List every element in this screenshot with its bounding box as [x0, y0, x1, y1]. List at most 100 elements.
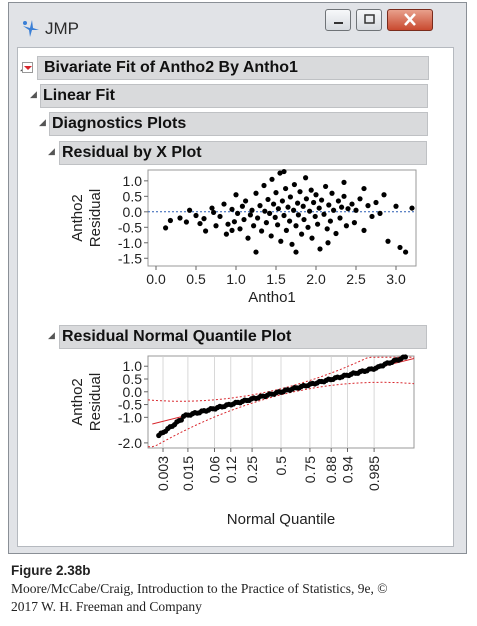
data-point [308, 187, 314, 193]
data-point [167, 217, 173, 224]
figure-number: Figure 2.38b [11, 563, 91, 578]
data-point [327, 218, 333, 224]
data-point [329, 190, 335, 196]
x-tick-label: 0.015 [180, 456, 196, 491]
data-point [211, 209, 217, 216]
data-point [223, 231, 229, 237]
data-point [316, 205, 322, 211]
data-point [312, 213, 318, 220]
data-point [403, 249, 409, 255]
data-point [243, 198, 249, 204]
section-diagnostics-plots[interactable]: Diagnostics Plots [49, 112, 428, 136]
data-point [231, 219, 237, 225]
data-point [249, 207, 255, 213]
data-point [303, 196, 309, 202]
red-triangle-menu-icon[interactable] [22, 62, 33, 73]
data-point [287, 194, 293, 200]
y-tick-label: 1.0 [123, 358, 143, 374]
x-tick-label: 2.0 [306, 271, 326, 287]
caption-line-2: 2017 W. H. Freeman and Company [11, 599, 202, 614]
data-point [277, 170, 283, 176]
y-tick-label: 0.5 [123, 188, 143, 204]
data-point [289, 241, 295, 247]
data-point [345, 206, 351, 212]
data-point [351, 220, 357, 226]
data-point [293, 223, 299, 229]
data-point [229, 206, 235, 212]
data-point [229, 227, 235, 233]
data-point [281, 168, 287, 175]
x-axis-label: Normal Quantile [227, 511, 335, 528]
x-axis-label: Antho1 [248, 289, 296, 306]
data-point [361, 185, 367, 192]
data-point [213, 223, 219, 229]
data-point [163, 225, 169, 231]
data-point [225, 221, 231, 227]
title-bar: JMP [9, 3, 466, 43]
data-point [339, 204, 345, 210]
x-tick-label: 0.985 [366, 456, 382, 491]
data-point [300, 203, 306, 209]
data-point [283, 227, 289, 233]
residual-by-x-chart: 0.0 0.5 1.0 1.5 2.0 2.5 3.01.00.50.0-0.5-1.0-1… [69, 168, 417, 306]
data-point [323, 183, 329, 190]
data-point [263, 220, 269, 226]
y-tick-label: -1.0 [118, 235, 142, 251]
y-tick-label: -1.5 [118, 250, 142, 266]
data-point [279, 198, 285, 204]
data-point [237, 226, 243, 232]
data-point [381, 192, 387, 198]
maximize-button[interactable] [356, 9, 382, 31]
y-axis-label: Residual [87, 373, 104, 431]
data-point [253, 249, 259, 255]
close-icon [404, 13, 416, 26]
data-point [275, 222, 281, 228]
data-point [365, 203, 371, 209]
data-point [245, 235, 251, 241]
data-point [275, 206, 281, 212]
data-point [373, 199, 379, 206]
y-tick-label: -0.5 [118, 219, 142, 235]
data-point [321, 211, 327, 217]
section-linear-fit[interactable]: Linear Fit [40, 84, 428, 108]
data-point [267, 210, 273, 216]
section-residual-by-x[interactable]: Residual by X Plot [59, 141, 427, 165]
disclosure-icon[interactable]: ◢ [48, 146, 55, 156]
data-point [303, 175, 309, 181]
data-point [262, 208, 268, 214]
disclosure-icon[interactable]: ◢ [39, 117, 46, 127]
data-point [247, 212, 253, 218]
data-point [273, 190, 279, 196]
section-residual-normal-quantile[interactable]: Residual Normal Quantile Plot [59, 325, 427, 349]
section-bivariate-fit[interactable]: Bivariate Fit of Antho2 By Antho1 [37, 56, 429, 80]
data-point [343, 223, 349, 229]
data-point [285, 204, 291, 210]
data-point [311, 199, 317, 206]
disclosure-icon[interactable]: ◢ [48, 330, 55, 340]
x-tick-label: 0.25 [244, 456, 260, 483]
data-point [255, 215, 261, 221]
minimize-button[interactable] [325, 9, 351, 31]
data-point [324, 226, 330, 232]
data-point [299, 231, 305, 237]
data-point [272, 214, 278, 220]
maximize-icon [364, 14, 375, 24]
data-point [313, 192, 319, 198]
y-axis-label: Residual [87, 189, 104, 247]
data-point [268, 233, 274, 239]
y-axis-label: Antho2 [69, 378, 86, 426]
data-point [307, 208, 313, 214]
data-point [221, 201, 227, 207]
data-point [333, 230, 339, 237]
close-button[interactable] [387, 9, 433, 31]
y-tick-label: 0.5 [123, 371, 143, 387]
data-point [402, 354, 409, 360]
data-point [315, 221, 321, 227]
x-tick-label: 0.0 [146, 271, 166, 287]
figure-caption: Figure 2.38b Moore/McCabe/Craig, Introdu… [11, 562, 388, 616]
plot-frame [147, 169, 417, 267]
disclosure-icon[interactable]: ◢ [30, 89, 37, 99]
x-tick-label: 0.06 [207, 456, 223, 483]
data-point [251, 223, 257, 229]
data-point [377, 210, 383, 216]
